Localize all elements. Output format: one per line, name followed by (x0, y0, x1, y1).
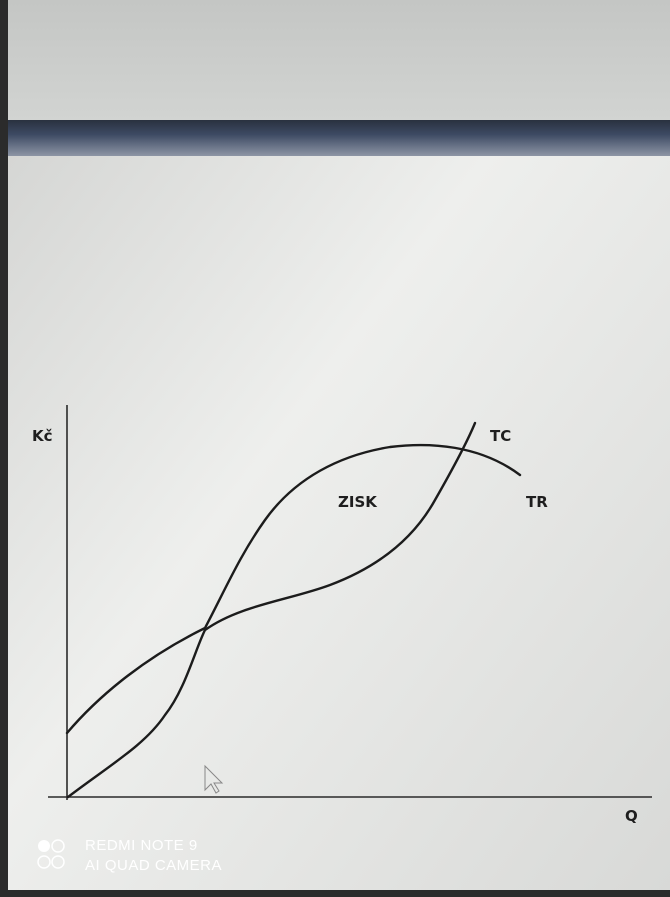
curve-label: TR (526, 493, 548, 511)
watermark-text: REDMI NOTE 9 (85, 837, 198, 854)
monitor-bezel (8, 120, 670, 156)
region-label: ZISK (338, 493, 378, 511)
page: {"axes": {"y_label": "Kč", "x_label": "Q… (0, 0, 670, 897)
photo: Kč Q TC TR ZISK REDMI NOTE 9 AI QUAD CAM… (0, 0, 670, 897)
x-axis-label: Q (625, 807, 638, 825)
y-axis-label: Kč (32, 427, 53, 445)
wall (8, 0, 670, 122)
curve-label: TC (490, 427, 511, 445)
watermark-text: AI QUAD CAMERA (85, 857, 222, 874)
